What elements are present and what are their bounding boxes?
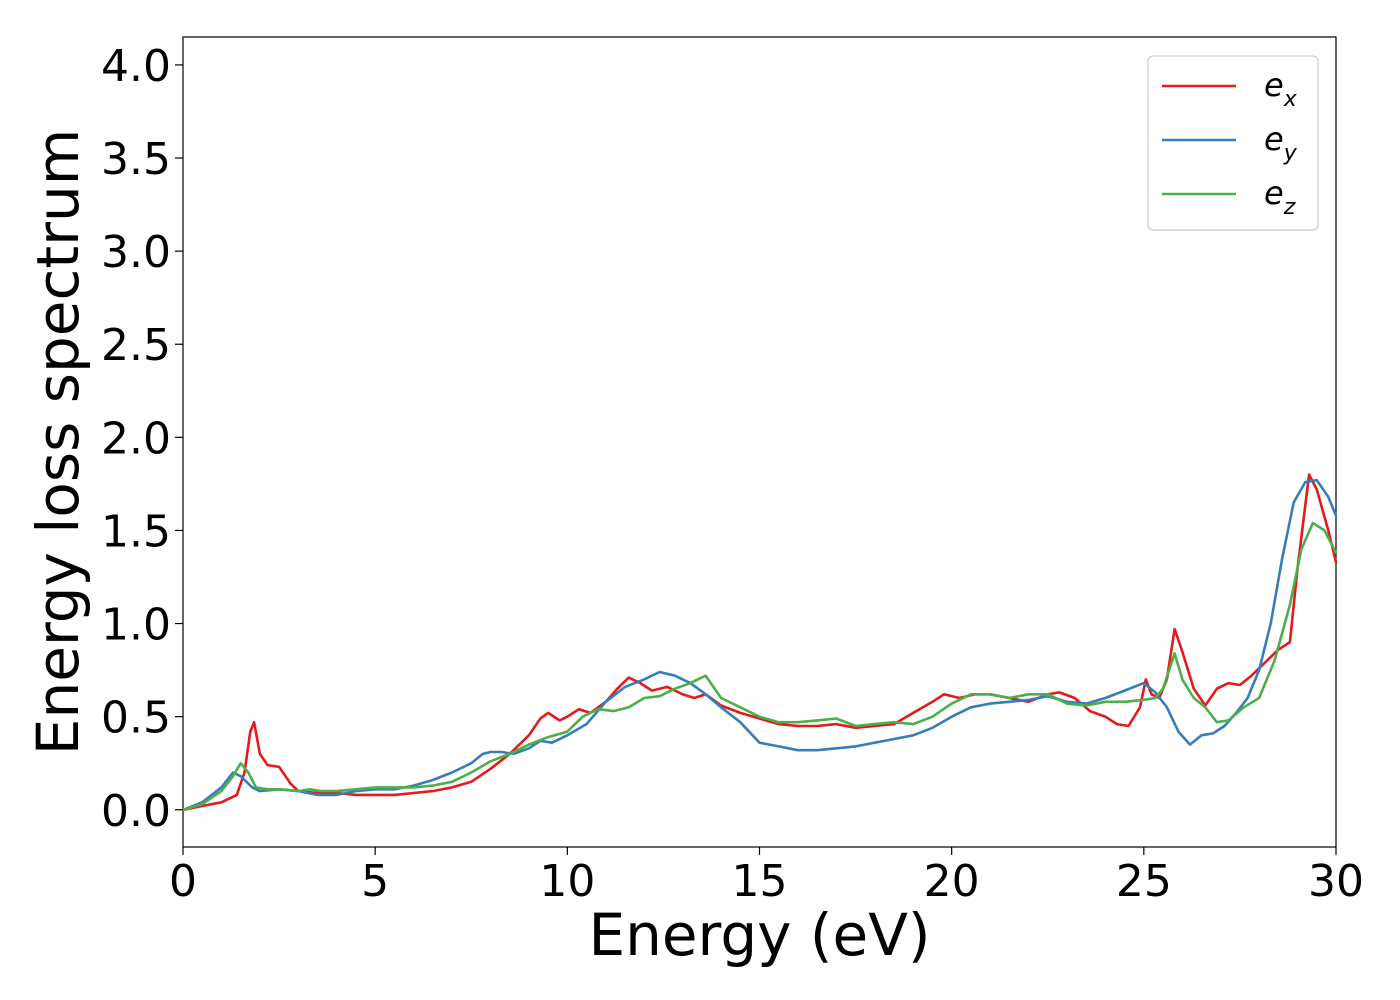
legend-label-x: ex <box>1264 66 1298 112</box>
x-tick-label: 0 <box>169 856 197 907</box>
legend-label-z: ez <box>1264 174 1296 220</box>
plot-frame <box>182 36 1337 848</box>
y-tick-label: 4.0 <box>101 41 171 92</box>
series-line-x <box>181 473 1338 812</box>
legend-label-base: e <box>1264 174 1284 212</box>
x-tick-label: 15 <box>732 856 788 907</box>
x-tick-label: 10 <box>539 856 595 907</box>
x-tick-label: 30 <box>1308 856 1364 907</box>
x-axis-title: Energy (eV) <box>588 901 930 969</box>
legend-label-base: e <box>1264 120 1284 158</box>
legend-label-base: e <box>1264 66 1284 104</box>
y-tick-label: 0.5 <box>101 693 171 744</box>
y-tick-label: 3.5 <box>101 134 171 185</box>
x-tick-label: 25 <box>1116 856 1172 907</box>
y-tick-label: 0.0 <box>101 786 171 837</box>
legend-label-subscript: x <box>1283 87 1298 112</box>
series-line-z <box>181 521 1338 812</box>
y-axis-ticks: 0.0 0.5 1.0 1.5 2.0 2.5 3.0 3.5 4.0 <box>101 41 183 837</box>
legend-label-subscript: z <box>1283 195 1296 220</box>
y-tick-label: 2.5 <box>101 320 171 371</box>
x-tick-label: 5 <box>361 856 389 907</box>
legend-box <box>1147 55 1319 231</box>
y-tick-label: 2.0 <box>101 413 171 464</box>
x-tick-label: 20 <box>924 856 980 907</box>
y-axis-title: Energy loss spectrum <box>24 129 92 755</box>
y-tick-label: 1.5 <box>101 506 171 557</box>
legend-label-y: ey <box>1264 120 1298 166</box>
legend-label-subscript: y <box>1283 141 1298 166</box>
x-axis-ticks: 0 5 10 15 20 25 30 <box>169 847 1364 907</box>
series-group <box>181 473 1338 812</box>
series-line-y <box>181 478 1338 812</box>
y-tick-label: 1.0 <box>101 600 171 651</box>
plot-area <box>181 36 1338 848</box>
y-tick-label: 3.0 <box>101 227 171 278</box>
